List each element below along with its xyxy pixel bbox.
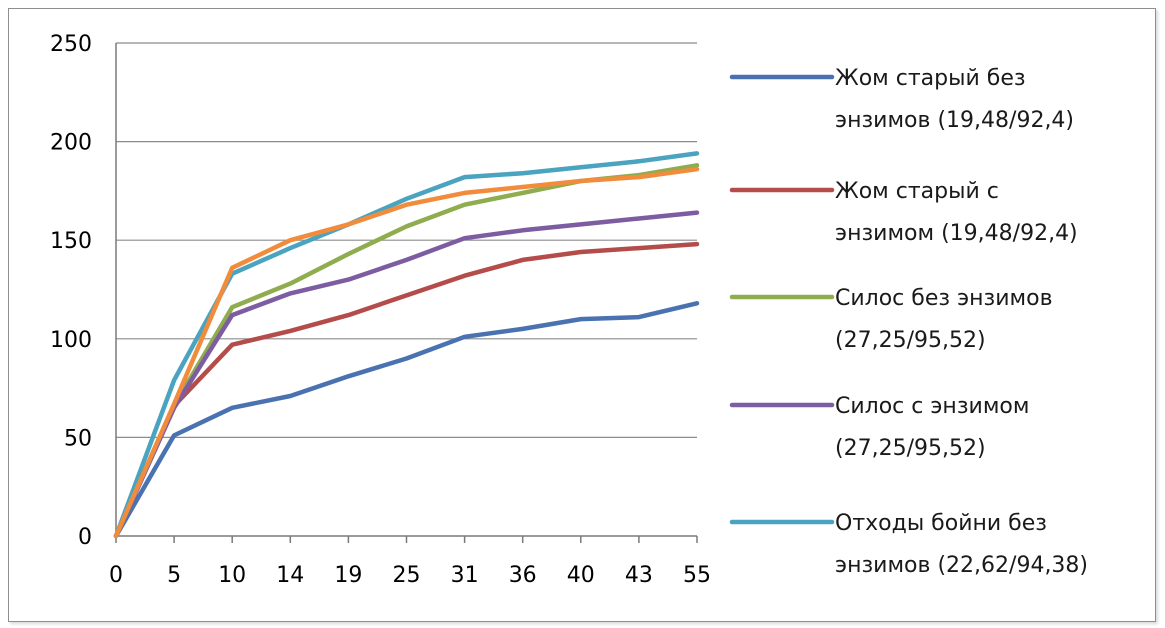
- legend-label-1: Жом старый без: [835, 66, 1026, 91]
- series-line-4: [113, 210, 700, 539]
- y-tick-label: 100: [50, 328, 92, 353]
- x-tick-label: 40: [567, 563, 595, 588]
- legend-label-4: Силос с энзимом: [835, 394, 1029, 419]
- legend-label-1: энзимов (19,48/92,4): [835, 108, 1074, 133]
- x-tick-label: 43: [625, 563, 653, 588]
- legend-label-3: (27,25/95,52): [835, 328, 986, 353]
- legend-label-4: (27,25/95,52): [835, 436, 986, 461]
- y-tick-label: 0: [78, 525, 92, 550]
- chart-frame: 0 50 100 150 200 250 0 5 10 14 19 25 31 36 40 43 55 Жом с…: [8, 8, 1156, 622]
- x-tick-label: 36: [509, 563, 537, 588]
- x-tick-label: 55: [683, 563, 711, 588]
- x-tick-label: 19: [334, 563, 362, 588]
- series-line-2: [113, 241, 700, 539]
- y-tick-label: 150: [50, 229, 92, 254]
- x-tick-label: 0: [109, 563, 123, 588]
- series-line-5: [113, 151, 700, 539]
- series-line-6: [113, 166, 700, 539]
- legend-label-2: Жом старый с: [835, 179, 999, 204]
- legend-label-3: Силос без энзимов: [835, 286, 1053, 311]
- x-tick-label: 25: [393, 563, 421, 588]
- line-chart: 0 50 100 150 200 250 0 5 10 14 19 25 31 36 40 43 55 Жом с…: [50, 32, 1088, 588]
- legend-label-5: энзимов (22,62/94,38): [835, 553, 1088, 578]
- x-tick-label: 5: [167, 563, 181, 588]
- x-tick-label: 10: [218, 563, 246, 588]
- y-tick-label: 50: [64, 426, 92, 451]
- legend-label-5: Отходы бойни без: [835, 511, 1047, 536]
- y-tick-label: 250: [50, 32, 92, 57]
- x-tick-label: 31: [451, 563, 479, 588]
- y-tick-label: 200: [50, 131, 92, 156]
- x-tick-label: 14: [276, 563, 304, 588]
- legend-label-2: энзимом (19,48/92,4): [835, 221, 1078, 246]
- series-line-1: [113, 301, 700, 539]
